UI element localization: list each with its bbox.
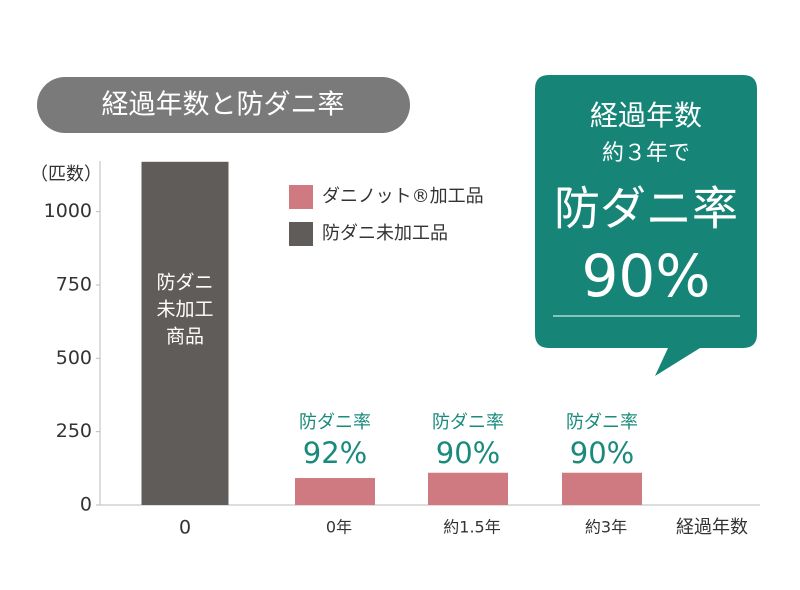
y-tick-label: 0 xyxy=(80,494,92,516)
title-badge xyxy=(37,77,410,133)
y-tick-label: 1000 xyxy=(44,200,92,222)
callout-line: 約３年で xyxy=(602,141,690,166)
bar-label: 商品 xyxy=(166,326,204,348)
rate-label: 90% xyxy=(436,436,500,470)
legend-label: 防ダニ未加工品 xyxy=(322,223,448,244)
x-axis-label: 経過年数 xyxy=(676,517,748,538)
legend-swatch xyxy=(289,185,313,209)
bar-label: 防ダニ xyxy=(156,272,213,294)
x-tick-label: 0 xyxy=(179,517,191,539)
rate-prefix: 防ダニ率 xyxy=(299,412,371,433)
rate-label: 90% xyxy=(570,436,634,470)
x-tick-label: 0年 xyxy=(326,518,352,537)
x-tick-label: 約3年 xyxy=(585,518,627,537)
callout-line: 90% xyxy=(582,242,711,310)
bar-label: 未加工 xyxy=(156,299,213,321)
y-tick-label: 500 xyxy=(56,347,92,369)
rate-prefix: 防ダニ率 xyxy=(432,412,504,433)
callout-line: 防ダニ率 xyxy=(554,182,738,236)
bar xyxy=(295,478,375,505)
chart-title: 経過年数と防ダニ率 xyxy=(102,90,345,121)
rate-label: 92% xyxy=(303,436,367,470)
callout-line: 経過年数 xyxy=(590,99,702,132)
x-tick-label: 約1.5年 xyxy=(443,518,500,537)
rate-prefix: 防ダニ率 xyxy=(566,412,638,433)
legend-label: ダニノット®加工品 xyxy=(322,186,484,207)
bar xyxy=(428,472,508,505)
y-axis-label: （匹数） xyxy=(30,164,102,185)
callout-box xyxy=(535,75,757,376)
y-tick-label: 750 xyxy=(56,274,92,296)
bar xyxy=(141,161,229,506)
bar xyxy=(562,472,642,505)
y-tick-label: 250 xyxy=(56,420,92,442)
legend-swatch xyxy=(289,222,313,246)
